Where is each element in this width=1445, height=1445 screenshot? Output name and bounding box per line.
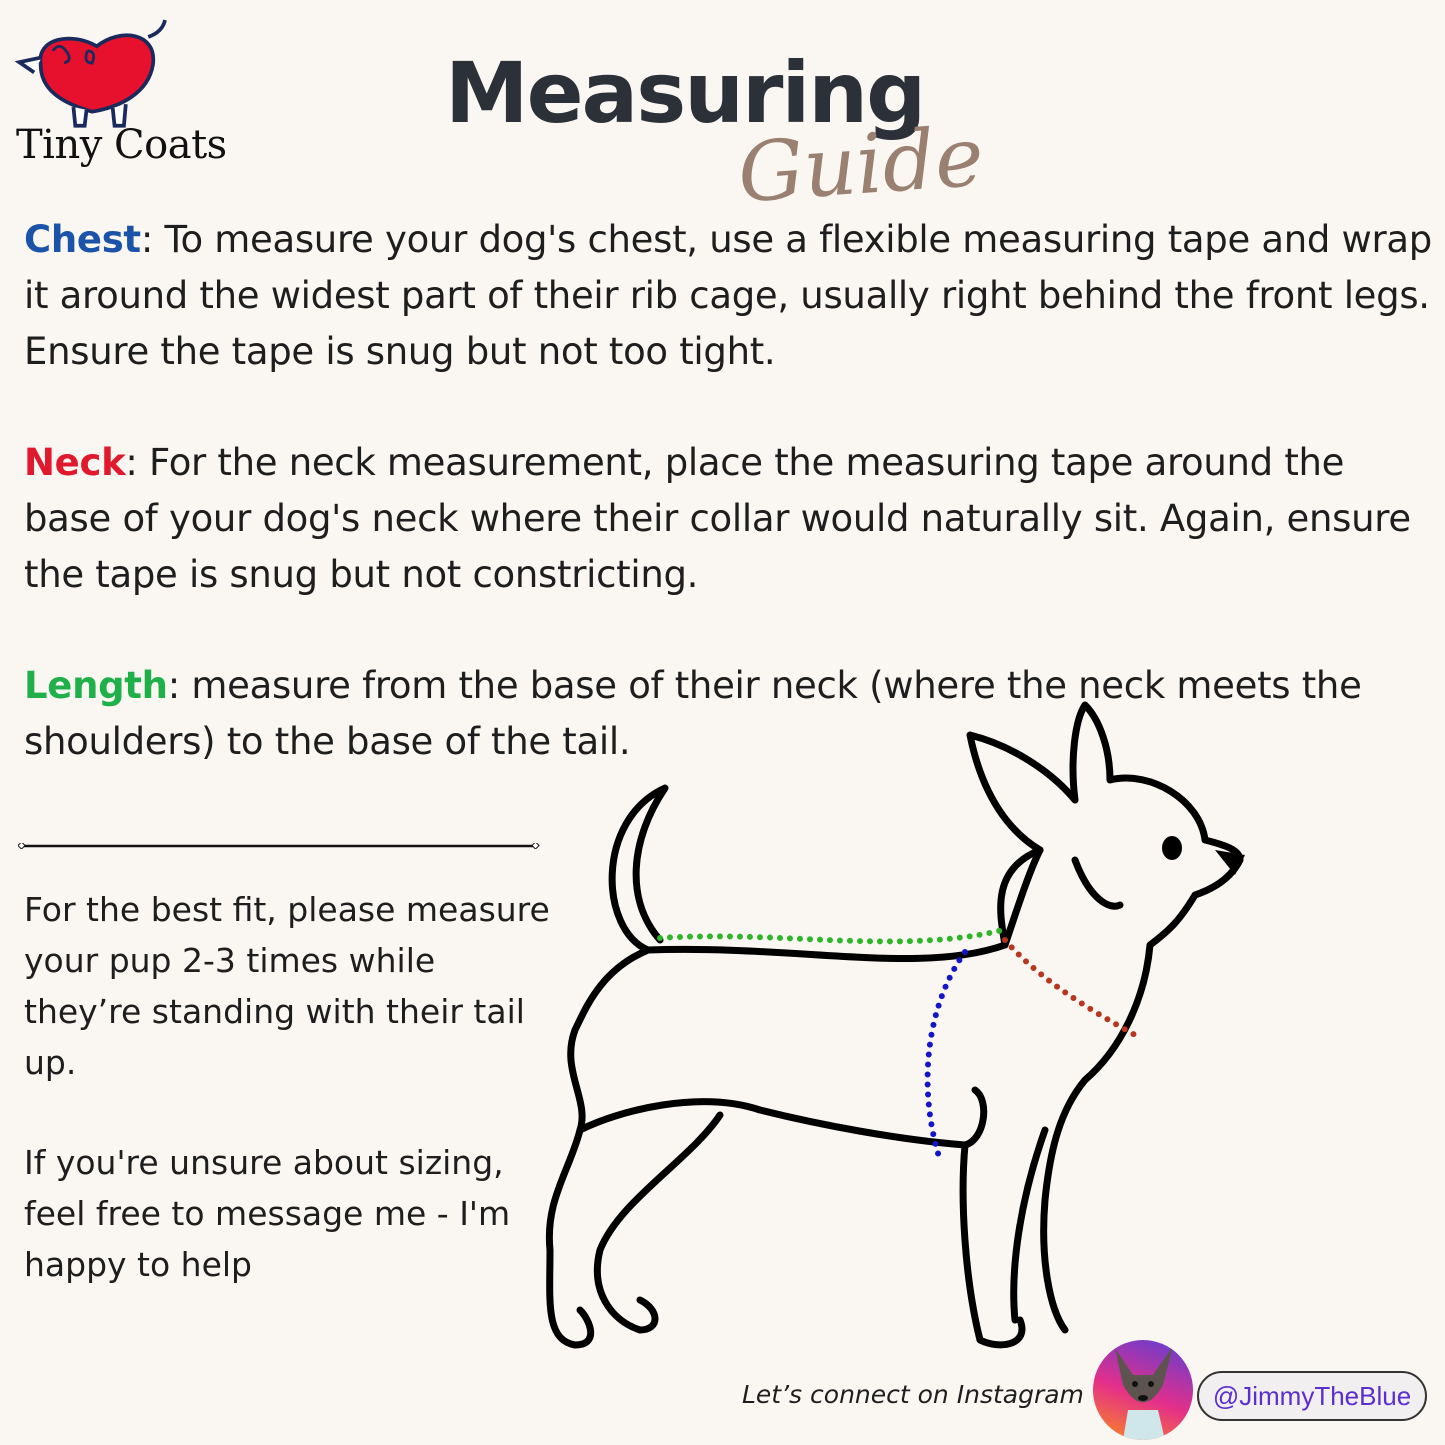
chest-label: Chest <box>24 218 141 261</box>
neck-text: : For the neck measurement, place the me… <box>24 441 1411 596</box>
help-note: If you're unsure about sizing, feel free… <box>24 1143 511 1284</box>
chest-section: Chest: To measure your dog's chest, use … <box>24 212 1434 380</box>
length-label: Length <box>24 664 168 707</box>
page-title: Measuring <box>445 44 926 142</box>
dog-illustration <box>545 701 1245 1349</box>
chest-text: : To measure your dog's chest, use a fle… <box>24 218 1432 373</box>
instagram-connect-text: Let’s connect on Instagram <box>742 1380 1084 1409</box>
dog-photo-icon <box>1115 1346 1173 1440</box>
instagram-avatar[interactable] <box>1093 1340 1193 1440</box>
fit-note: For the best fit, please measure your pu… <box>24 890 550 1082</box>
neck-label: Neck <box>24 441 126 484</box>
tiny-coats-logo <box>14 19 167 128</box>
brand-name: Tiny Coats <box>16 122 227 168</box>
divider <box>18 843 540 849</box>
length-section: Length: measure from the base of their n… <box>24 658 1434 770</box>
length-text: : measure from the base of their neck (w… <box>24 664 1362 763</box>
instagram-handle-button[interactable]: @JimmyTheBlue <box>1197 1371 1427 1421</box>
page-subtitle: Guide <box>734 109 987 222</box>
neck-section: Neck: For the neck measurement, place th… <box>24 435 1434 603</box>
